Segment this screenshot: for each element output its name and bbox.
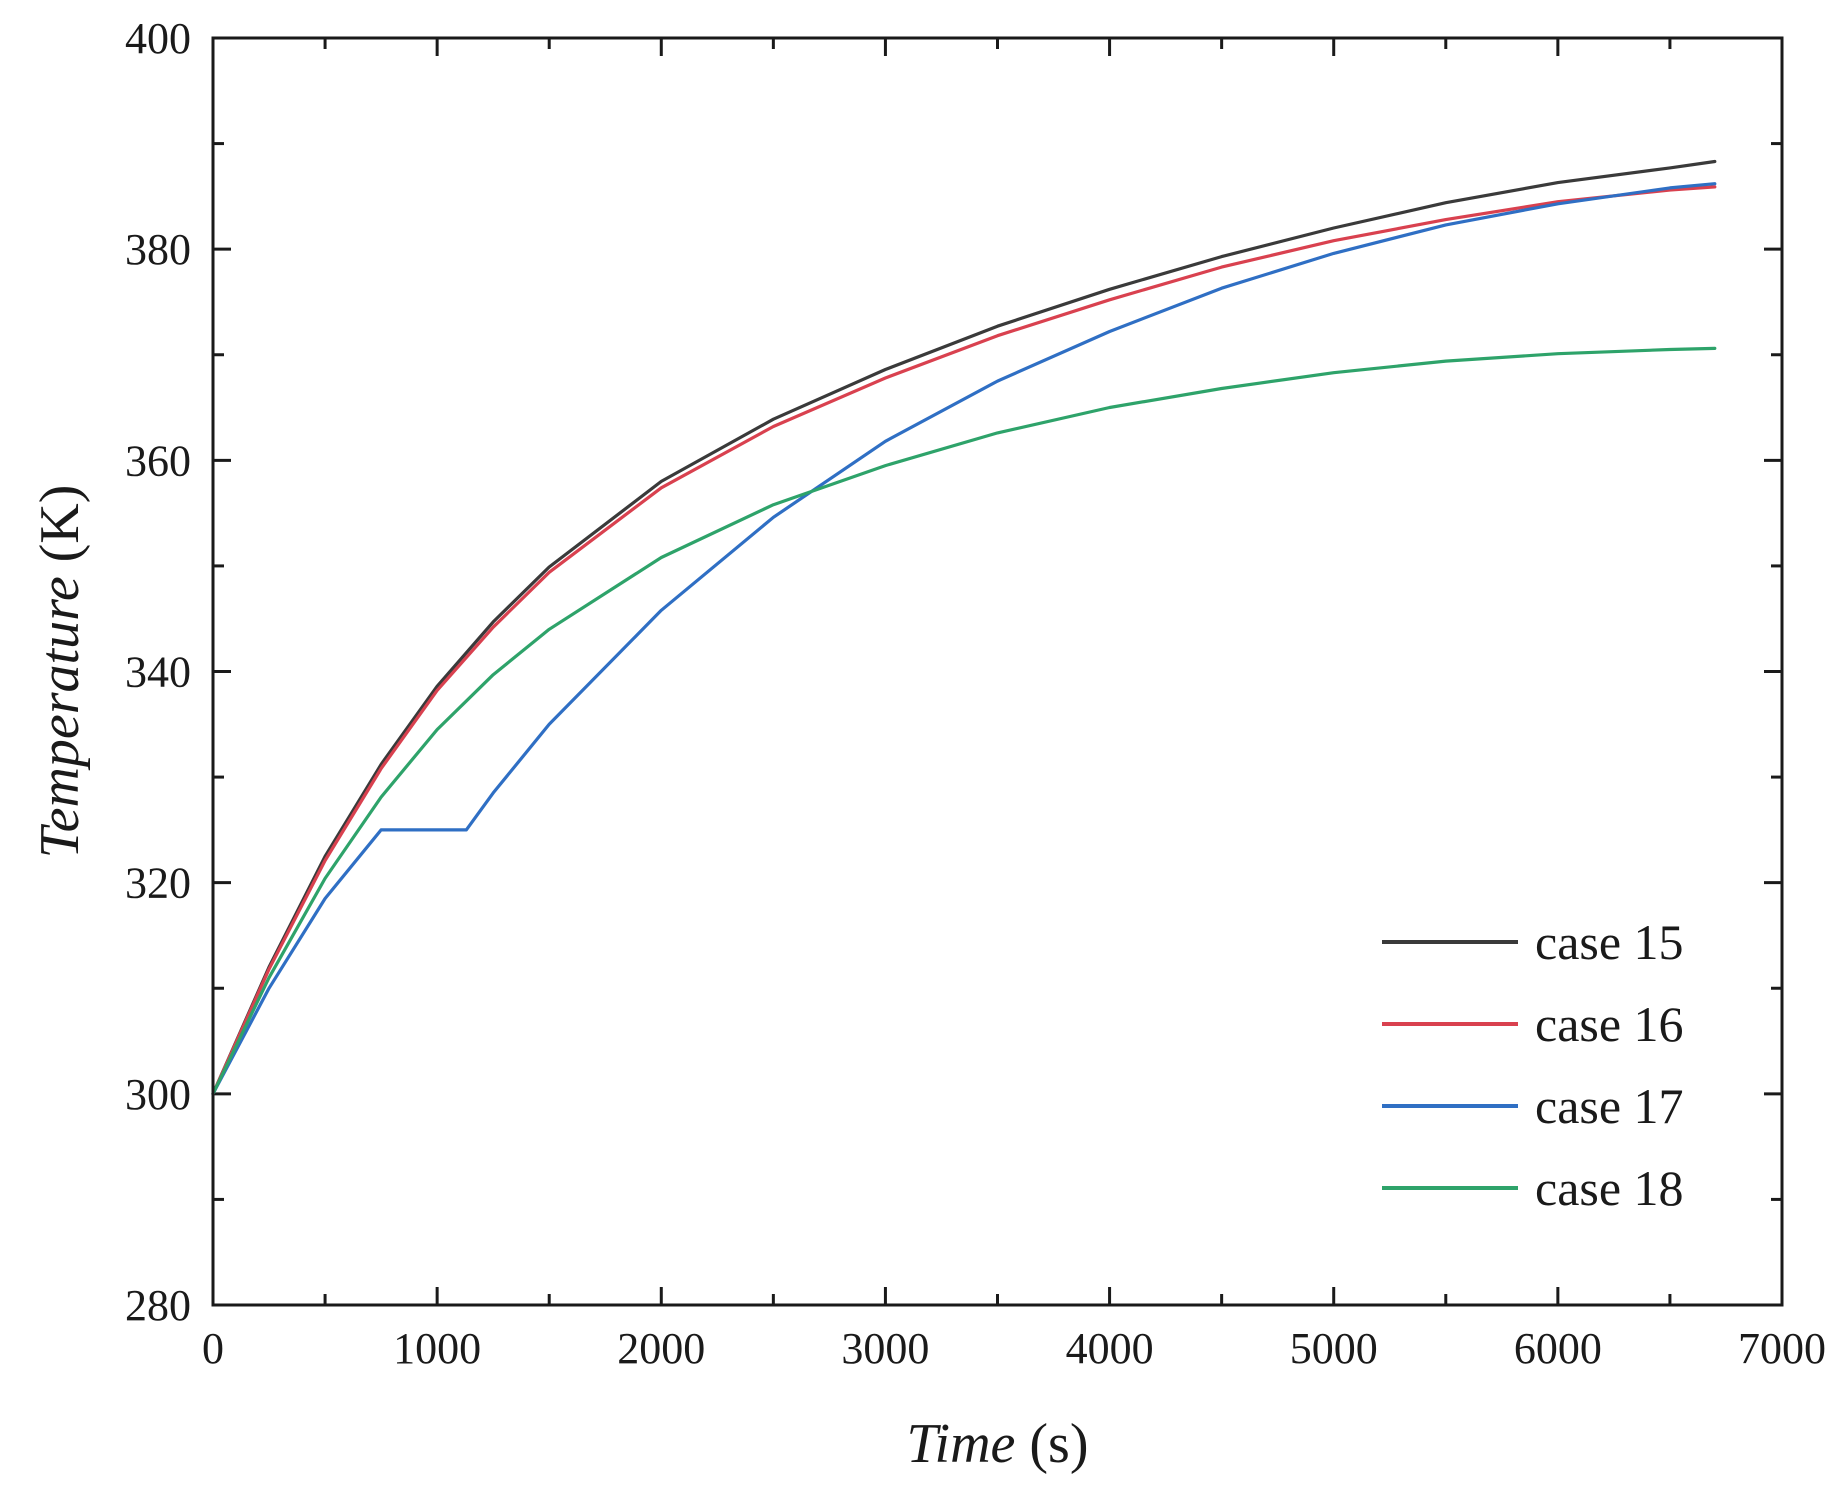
- x-tick-label: 7000: [1738, 1324, 1826, 1373]
- tick-labels: 0 1000 2000 3000 4000 5000 6000 7000 280 300 320 34…: [125, 14, 1826, 1373]
- x-tick-label: 4000: [1066, 1324, 1154, 1373]
- series-line-2: [211, 185, 1717, 1096]
- y-tick-label: 280: [125, 1281, 191, 1330]
- legend: case 15 case 16 case 17 case 18: [1382, 914, 1684, 1216]
- y-tick-label: 340: [125, 648, 191, 697]
- legend-label: case 18: [1535, 1160, 1684, 1216]
- plot-series: [211, 159, 1717, 1096]
- plot-frame: [211, 36, 1784, 1307]
- y-tick-label: 320: [125, 859, 191, 908]
- x-axis-title: Time (s): [906, 1413, 1088, 1475]
- axis-ticks: [211, 36, 1784, 1307]
- legend-label: case 16: [1535, 996, 1684, 1052]
- x-tick-label: 5000: [1290, 1324, 1378, 1373]
- legend-label: case 15: [1535, 914, 1684, 970]
- y-tick-label: 380: [125, 225, 191, 274]
- series-line-4: [211, 346, 1717, 1096]
- x-tick-label: 2000: [617, 1324, 705, 1373]
- y-axis-title-unit: (K): [29, 485, 91, 577]
- y-tick-label: 300: [125, 1070, 191, 1119]
- y-axis-title-name: Temperature: [29, 576, 91, 858]
- y-tick-label: 360: [125, 436, 191, 485]
- x-axis-title-name: Time: [906, 1413, 1015, 1475]
- series-line-3: [211, 182, 1717, 1096]
- x-tick-label: 6000: [1514, 1324, 1602, 1373]
- x-axis-title-unit: (s): [1015, 1413, 1088, 1475]
- y-tick-label: 400: [125, 14, 191, 63]
- x-tick-label: 1000: [393, 1324, 481, 1373]
- legend-label: case 17: [1535, 1078, 1684, 1134]
- x-tick-label: 0: [202, 1324, 224, 1373]
- series-line-1: [211, 159, 1717, 1096]
- y-axis-title: Temperature (K): [29, 485, 91, 859]
- x-tick-label: 3000: [841, 1324, 929, 1373]
